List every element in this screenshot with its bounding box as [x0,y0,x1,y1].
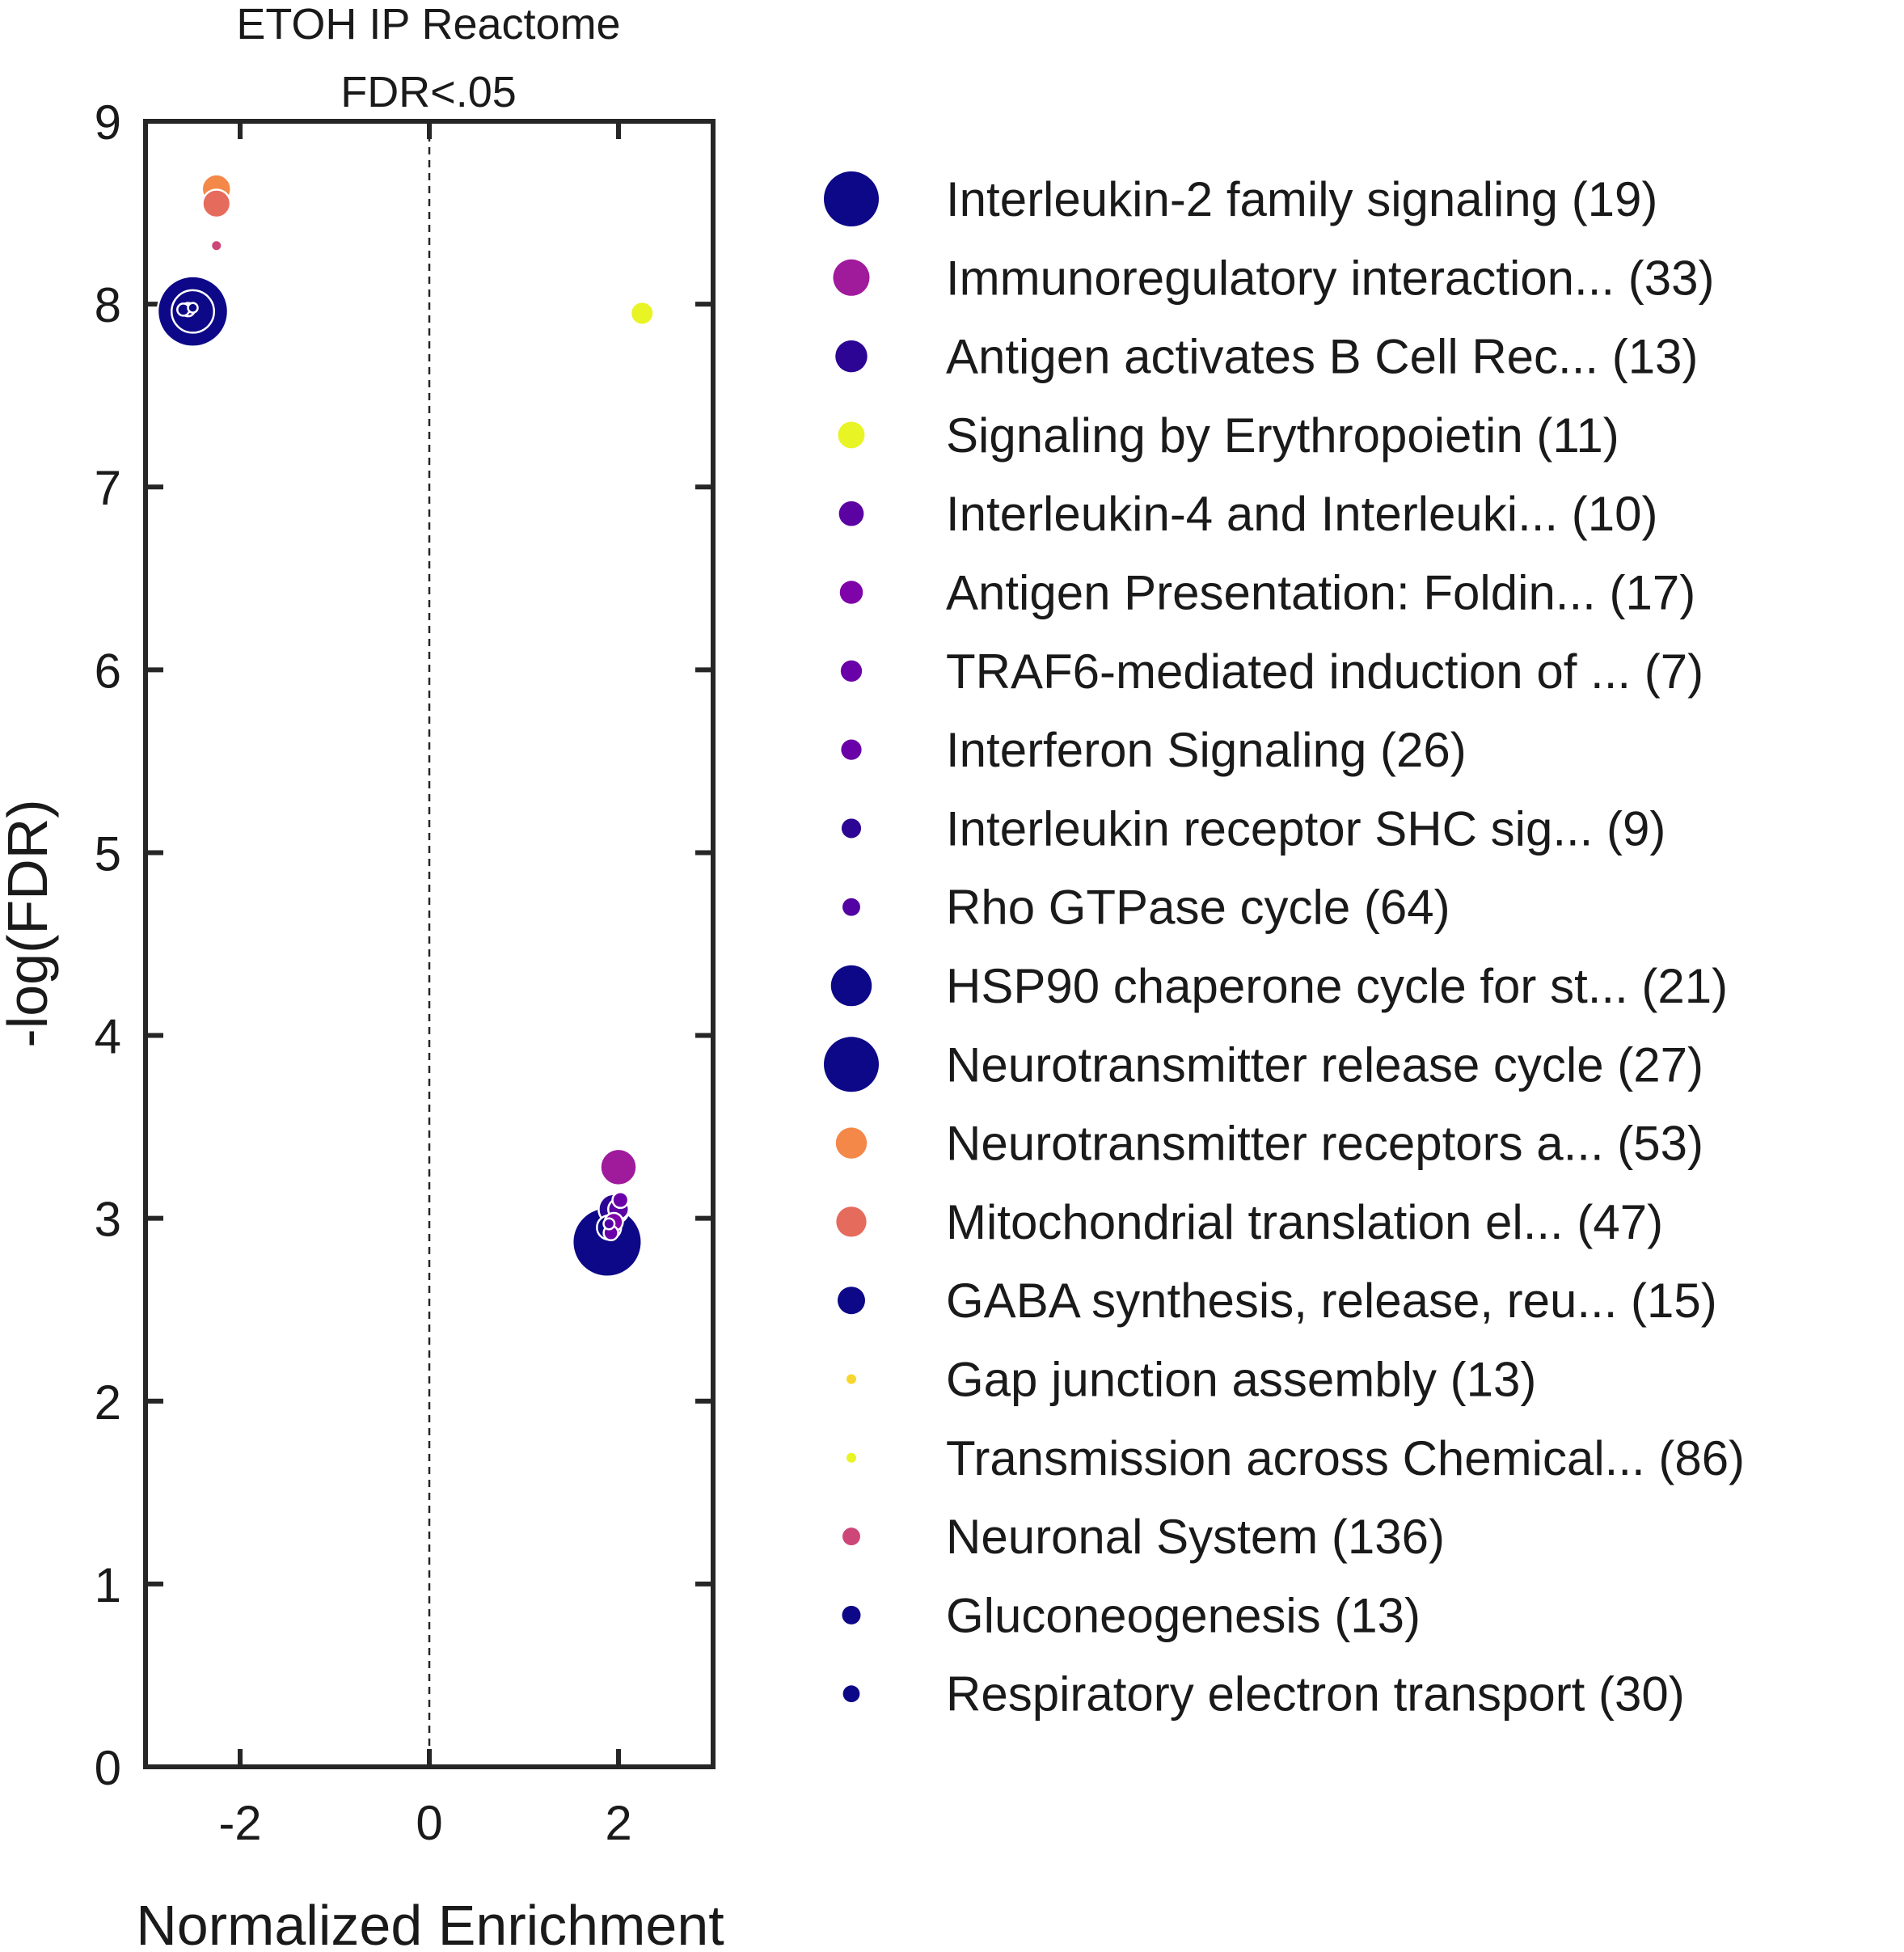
data-point [599,1147,638,1187]
legend-marker [842,1527,860,1546]
legend-item: Neuronal System (136) [842,1510,1445,1564]
legend-label: TRAF6-mediated induction of ... (7) [946,644,1703,699]
legend-marker [835,340,868,373]
legend-marker [842,898,860,916]
legend-label: Interferon Signaling (26) [946,723,1467,777]
legend-label: Respiratory electron transport (30) [946,1667,1685,1722]
legend-marker [838,501,864,526]
legend-marker [830,965,872,1007]
plot-axes: 0 1 2 3 4 5 6 7 8 9 -2 0 2 [95,95,716,1850]
legend-label: Interleukin-2 family signaling (19) [946,172,1657,226]
legend-item: Interleukin receptor SHC sig... (9) [841,801,1665,856]
legend-item: Antigen Presentation: Foldin... (17) [839,566,1695,620]
legend-label: Gluconeogenesis (13) [946,1588,1421,1642]
data-point [201,188,232,219]
legend-item: Antigen activates B Cell Rec... (13) [835,330,1698,384]
legend-label: Immunoregulatory interaction... (33) [946,251,1714,305]
legend-label: Antigen activates B Cell Rec... (13) [946,330,1698,384]
data-point [629,300,655,326]
legend-item: TRAF6-mediated induction of ... (7) [840,644,1703,699]
legend-item: Immunoregulatory interaction... (33) [833,251,1714,305]
y-axis-label: -log(FDR) [0,799,59,1047]
legend-item: Respiratory electron transport (30) [842,1667,1685,1722]
legend-label: Interleukin-4 and Interleuki... (10) [946,487,1657,541]
legend-marker [841,739,862,760]
y-tick-label: 0 [95,1741,121,1795]
legend-marker [842,1605,861,1625]
data-point [602,1217,616,1231]
legend-item: Neurotransmitter receptors a... (53) [835,1117,1703,1171]
x-axis-label: Normalized Enrichment [136,1894,724,1952]
legend-marker [840,660,863,682]
x-tick-label: 0 [416,1796,442,1850]
legend-label: HSP90 chaperone cycle for st... (21) [946,959,1728,1013]
legend-item: Mitochondrial translation el... (47) [836,1195,1663,1249]
y-tick-label: 8 [95,278,121,332]
legend-marker [833,259,870,296]
y-tick-label: 2 [95,1375,121,1430]
y-tick-label: 9 [95,95,121,150]
legend-marker [824,171,879,226]
chart-title-line-1: ETOH IP Reactome [236,0,620,49]
legend-marker [839,581,863,604]
y-tick-label: 7 [95,461,121,515]
y-tick-label: 5 [95,826,121,881]
legend-marker [838,1287,865,1315]
legend-item: GABA synthesis, release, reu... (15) [838,1274,1717,1328]
legend-label: Interleukin receptor SHC sig... (9) [946,801,1665,856]
legend-item: Interleukin-2 family signaling (19) [824,171,1657,226]
legend-label: GABA synthesis, release, reu... (15) [946,1274,1717,1328]
legend-label: Transmission across Chemical... (86) [946,1431,1745,1485]
legend-label: Gap junction assembly (13) [946,1353,1536,1407]
legend-item: Interferon Signaling (26) [841,723,1467,777]
legend-item: Gluconeogenesis (13) [842,1588,1421,1642]
legend-label: Antigen Presentation: Foldin... (17) [946,566,1695,620]
legend-label: Neuronal System (136) [946,1510,1445,1564]
data-point [187,302,199,314]
legend-marker [836,1206,867,1237]
chart-title-line-2: FDR<.05 [340,68,517,116]
legend-marker [846,1452,856,1463]
legend-marker [846,1374,856,1384]
data-point [209,239,223,252]
legend-marker [838,421,865,449]
y-tick-label: 6 [95,644,121,698]
legend: Interleukin-2 family signaling (19) Immun… [824,171,1745,1722]
legend-item: Neurotransmitter release cycle (27) [824,1037,1703,1092]
legend-item: Rho GTPase cycle (64) [842,881,1450,935]
chart-title: ETOH IP Reactome FDR<.05 [236,0,620,116]
legend-item: Interleukin-4 and Interleuki... (10) [838,487,1657,541]
legend-item: Signaling by Erythropoietin (11) [838,408,1619,463]
plot-points [156,173,655,1278]
legend-label: Mitochondrial translation el... (47) [946,1195,1663,1249]
y-tick-label: 4 [95,1010,121,1064]
y-tick-label: 1 [95,1558,121,1612]
legend-label: Neurotransmitter receptors a... (53) [946,1117,1703,1171]
x-tick-label: -2 [218,1796,261,1850]
legend-marker [842,1685,860,1703]
legend-marker [824,1037,879,1092]
data-point [611,1191,630,1210]
legend-marker [841,818,862,839]
legend-label: Rho GTPase cycle (64) [946,881,1450,935]
legend-item: Transmission across Chemical... (86) [846,1431,1745,1485]
legend-label: Neurotransmitter release cycle (27) [946,1037,1703,1092]
legend-item: HSP90 chaperone cycle for st... (21) [830,959,1728,1013]
legend-label: Signaling by Erythropoietin (11) [946,408,1619,463]
legend-item: Gap junction assembly (13) [846,1353,1536,1407]
x-tick-label: 2 [605,1796,631,1850]
legend-marker [835,1127,868,1159]
y-tick-label: 3 [95,1193,121,1247]
